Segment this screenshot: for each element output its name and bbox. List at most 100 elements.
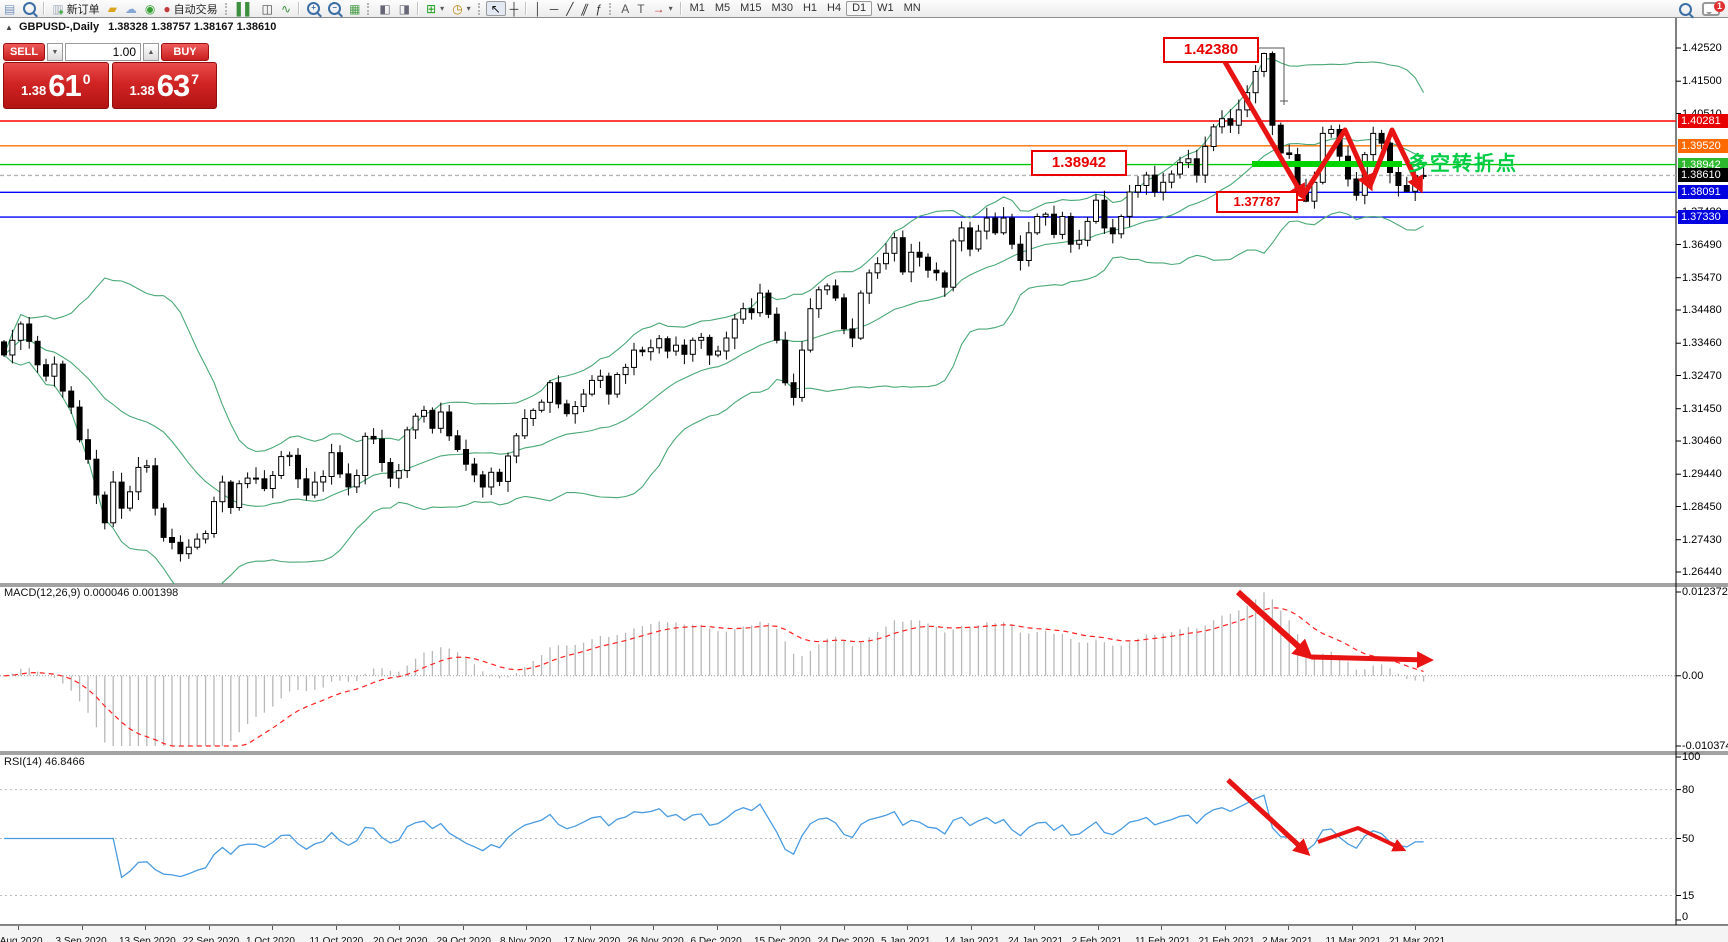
fibonacci-icon-glyph: ƒ — [595, 1, 603, 16]
price-tick-label: 1.36490 — [1682, 239, 1722, 251]
price-tick-label: 1.28450 — [1682, 501, 1722, 513]
toolbar: 1 ▤ ▥ + 新订单 ▰ ☁ ◉ ● 自动交易 ▌▌ ◫ ∿ + − ▦ ◧ ◨ ⊞ ▾ ◷ ▾ ↖ ┼ │ ─ ╱ ∥ ƒ A T → ▾… — [0, 0, 1728, 18]
cursor-icon[interactable]: ↖ — [485, 1, 506, 16]
toolbar-separator — [298, 2, 301, 15]
date-label: 21 Feb 2021 — [1198, 936, 1255, 942]
text-label-icon-glyph: T — [637, 1, 645, 16]
date-tick — [272, 926, 273, 930]
mql5-community-icon[interactable]: ☁ — [121, 1, 141, 16]
timeframe-w1[interactable]: W1 — [877, 2, 894, 14]
arrows-tool-icon[interactable]: → ▾ — [649, 1, 677, 16]
price-tick-label: 1.33460 — [1682, 337, 1722, 349]
zoom-out-icon[interactable]: − — [324, 1, 345, 16]
trendline-icon-glyph: ╱ — [566, 1, 574, 16]
text-label-icon[interactable]: T — [633, 1, 648, 16]
notification-badge: 1 — [1714, 1, 1725, 12]
timeframe-h1[interactable]: H1 — [802, 2, 818, 14]
date-label: 5 Jan 2021 — [881, 936, 931, 942]
sell-price-tile[interactable]: 1.38 61 0 — [3, 62, 109, 109]
arrows-tool-icon-glyph: → — [652, 1, 665, 16]
price-annotation-label[interactable]: 1.42380 — [1163, 37, 1259, 63]
bar-chart-icon[interactable]: ▌▌ — [233, 1, 258, 16]
volume-increase-button[interactable]: ▲ — [143, 43, 159, 61]
price-annotation-label[interactable]: 1.38942 — [1031, 150, 1127, 176]
date-tick — [1034, 926, 1035, 930]
chart-title: ▲ GBPUSD-,Daily 1.38328 1.38757 1.38167 … — [5, 21, 276, 33]
crosshair-icon[interactable]: ┼ — [506, 1, 523, 16]
ask-big: 63 — [156, 67, 190, 103]
rsi-axis-label: 15 — [1682, 890, 1695, 902]
bull-bear-turning-point-note[interactable]: 多空转折点 — [1408, 153, 1518, 175]
price-tick-label: 1.30460 — [1682, 435, 1722, 447]
price-annotation-label[interactable]: 1.37787 — [1216, 191, 1298, 213]
equidistant-channel-icon[interactable]: ∥ — [578, 1, 592, 16]
tile-windows-icon[interactable]: ▦ — [345, 1, 364, 16]
indicators-add-icon-glyph: ⊞ — [426, 1, 437, 16]
date-label: 15 Dec 2020 — [754, 936, 811, 942]
sell-button[interactable]: SELL — [3, 43, 45, 61]
chart-window-icon-glyph: ▤ — [4, 1, 16, 16]
fibonacci-icon[interactable]: ƒ — [592, 1, 607, 16]
zoom-in-icon[interactable]: + — [303, 1, 324, 16]
timeframe-m1[interactable]: M1 — [689, 2, 705, 14]
chevron-down-icon: ▾ — [440, 4, 445, 13]
date-axis[interactable]: 5 Aug 2020 3 Sep 2020 13 Sep 2020 22 Sep 20… — [0, 925, 1728, 942]
candlestick-chart-icon[interactable]: ◫ — [258, 1, 277, 16]
timeframe-h4[interactable]: H4 — [827, 2, 842, 14]
text-tool-icon[interactable]: A — [617, 1, 633, 16]
horizontal-line-icon[interactable]: ─ — [546, 1, 563, 16]
date-tick — [399, 926, 400, 930]
search-icon[interactable] — [1679, 2, 1692, 16]
timeframe-m15[interactable]: M15 — [740, 2, 762, 14]
new-order-icon-glyph: ▥ — [52, 1, 64, 16]
buy-price-tile[interactable]: 1.38 63 7 — [111, 62, 217, 109]
chevron-down-icon: ▾ — [466, 4, 471, 13]
zoom-in-icon: + — [307, 2, 321, 15]
date-label: 6 Dec 2020 — [690, 936, 742, 942]
mql5-community-icon-glyph: ☁ — [124, 1, 137, 16]
ask-base: 1.38 — [129, 83, 155, 98]
price-tick-label: 1.41500 — [1682, 75, 1722, 87]
collapse-triangle-icon[interactable]: ▲ — [5, 23, 13, 32]
indicators-add-icon[interactable]: ⊞ ▾ — [422, 1, 448, 16]
volume-decrease-button[interactable]: ▼ — [47, 43, 63, 61]
price-tick-label: 1.31450 — [1682, 403, 1722, 415]
toolbar-separator — [609, 2, 614, 15]
volume-input[interactable] — [65, 43, 141, 61]
date-label: 17 Nov 2020 — [563, 936, 621, 942]
timeframe-m5[interactable]: M5 — [714, 2, 731, 14]
chart-window-icon[interactable]: ▤ — [0, 1, 19, 16]
gold-chart-icon[interactable]: ▰ — [104, 1, 121, 16]
vertical-line-icon[interactable]: │ — [530, 1, 546, 16]
toolbar-separator — [417, 2, 420, 15]
autotrading-icon-label: 自动交易 — [173, 3, 218, 16]
timeframe-m30[interactable]: M30 — [771, 2, 793, 14]
timeframe-mn[interactable]: MN — [903, 2, 921, 14]
chart-window: ▲ GBPUSD-,Daily 1.38328 1.38757 1.38167 … — [0, 17, 1728, 942]
crosshair-icon-glyph: ┼ — [509, 1, 519, 16]
chart-shift-icon[interactable]: ◨ — [395, 1, 414, 16]
date-label: 3 Sep 2020 — [55, 936, 107, 942]
print-preview-icon[interactable] — [19, 1, 40, 16]
price-tick-label: 1.26440 — [1682, 566, 1722, 578]
auto-arrange-icon[interactable]: ◧ — [375, 1, 394, 16]
buy-button[interactable]: BUY — [161, 43, 209, 61]
autotrading-icon[interactable]: ● 自动交易 — [159, 1, 221, 16]
date-tick — [81, 926, 83, 930]
macd-axis-label: 0.00 — [1682, 670, 1704, 682]
new-order-icon[interactable]: ▥ + 新订单 — [48, 1, 103, 18]
timeframe-d1[interactable]: D1 — [846, 1, 873, 16]
trendline-icon[interactable]: ╱ — [562, 1, 577, 16]
date-tick — [716, 926, 718, 930]
price-tick-label: 1.34480 — [1682, 304, 1722, 316]
date-label: 24 Dec 2020 — [817, 936, 875, 942]
chart-canvas[interactable] — [0, 17, 1728, 942]
vertical-line-icon-glyph: │ — [534, 1, 542, 16]
line-chart-icon[interactable]: ∿ — [277, 1, 295, 16]
signals-icon[interactable]: ◉ — [141, 1, 159, 16]
chat-icon[interactable]: 1 — [1702, 1, 1725, 16]
periods-clock-icon[interactable]: ◷ ▾ — [448, 1, 475, 16]
date-label: 1 Oct 2020 — [246, 936, 295, 942]
cursor-icon-glyph: ↖ — [490, 1, 501, 16]
rsi-axis-label: 80 — [1682, 784, 1695, 796]
